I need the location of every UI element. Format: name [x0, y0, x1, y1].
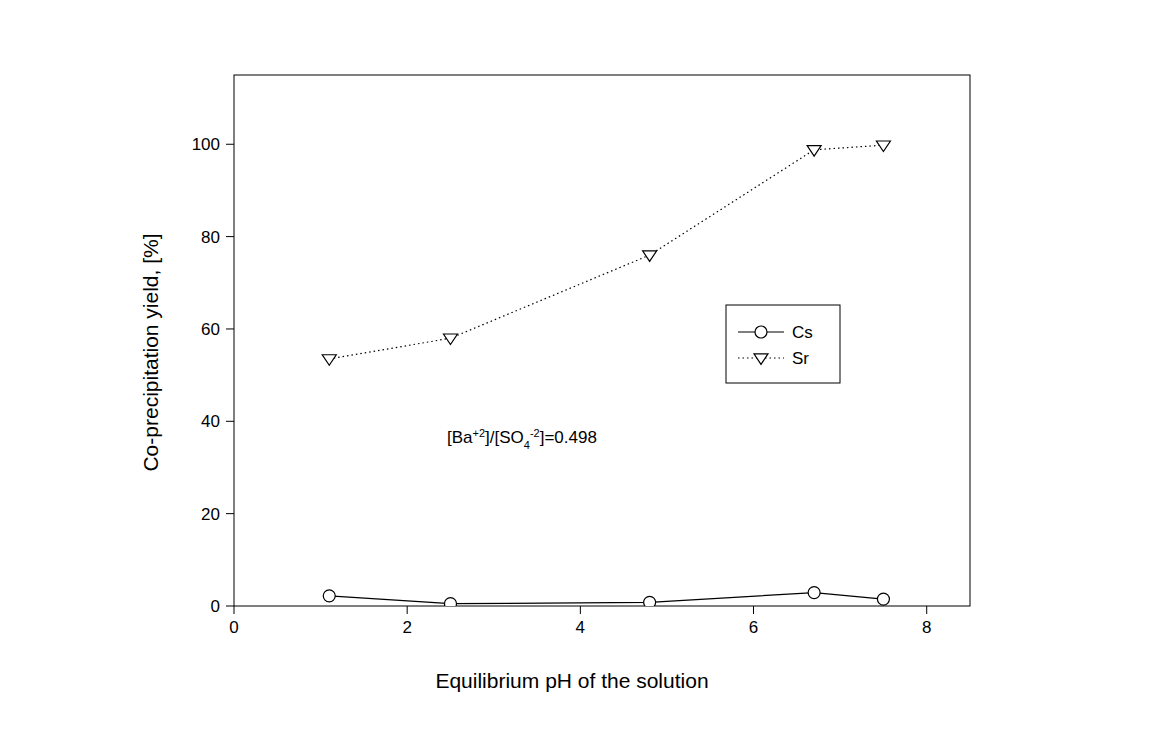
annotation-part: -2 — [530, 427, 540, 439]
chart: 02468020406080100Equilibrium pH of the s… — [0, 0, 1149, 730]
data-point — [808, 587, 820, 599]
annotation-part: [Ba — [447, 428, 473, 447]
series-line — [329, 593, 883, 604]
annotation-part: ]/[SO — [485, 428, 524, 447]
legend-marker — [754, 354, 768, 365]
x-tick-label: 0 — [229, 618, 238, 637]
x-tick-label: 4 — [576, 618, 585, 637]
plot-frame — [234, 75, 970, 606]
y-axis-label: Co-precipitation yield, [%] — [139, 233, 162, 471]
data-point — [323, 590, 335, 602]
data-point — [444, 598, 456, 606]
annotation-part: 4 — [524, 439, 530, 451]
legend-label: Cs — [792, 323, 813, 342]
x-tick-label: 8 — [922, 618, 931, 637]
y-tick-label: 0 — [211, 597, 220, 616]
data-point — [643, 251, 657, 262]
data-point — [807, 146, 821, 157]
legend: Cs Sr — [726, 305, 840, 383]
y-tick-label: 20 — [201, 505, 220, 524]
x-tick — [926, 606, 927, 614]
data-point — [443, 334, 457, 345]
annotation-part: ]=0.498 — [540, 428, 597, 447]
data-group — [322, 141, 890, 606]
y-tick — [226, 421, 234, 422]
annotation: [Ba+2]/[SO4-2]=0.498 — [447, 427, 597, 451]
x-tick — [753, 606, 754, 614]
x-tick — [234, 606, 235, 614]
y-tick-label: 60 — [201, 320, 220, 339]
x-tick — [407, 606, 408, 614]
y-tick-label: 80 — [201, 228, 220, 247]
x-tick-label: 6 — [749, 618, 758, 637]
x-tick-label: 2 — [402, 618, 411, 637]
background — [0, 0, 1149, 730]
y-tick-label: 40 — [201, 412, 220, 431]
data-point — [644, 596, 656, 606]
y-tick — [226, 236, 234, 237]
y-tick — [226, 144, 234, 145]
data-point — [876, 141, 890, 152]
x-tick — [580, 606, 581, 614]
y-tick — [226, 606, 234, 607]
legend-box — [726, 305, 840, 383]
legend-marker — [755, 326, 767, 338]
y-tick — [226, 513, 234, 514]
y-tick-label: 100 — [192, 135, 220, 154]
annotation-part: +2 — [473, 427, 486, 439]
data-point — [322, 355, 336, 366]
data-point — [877, 593, 889, 605]
series-line — [329, 145, 883, 359]
legend-label: Sr — [792, 349, 809, 368]
y-tick — [226, 328, 234, 329]
x-axis-label: Equilibrium pH of the solution — [435, 669, 708, 692]
